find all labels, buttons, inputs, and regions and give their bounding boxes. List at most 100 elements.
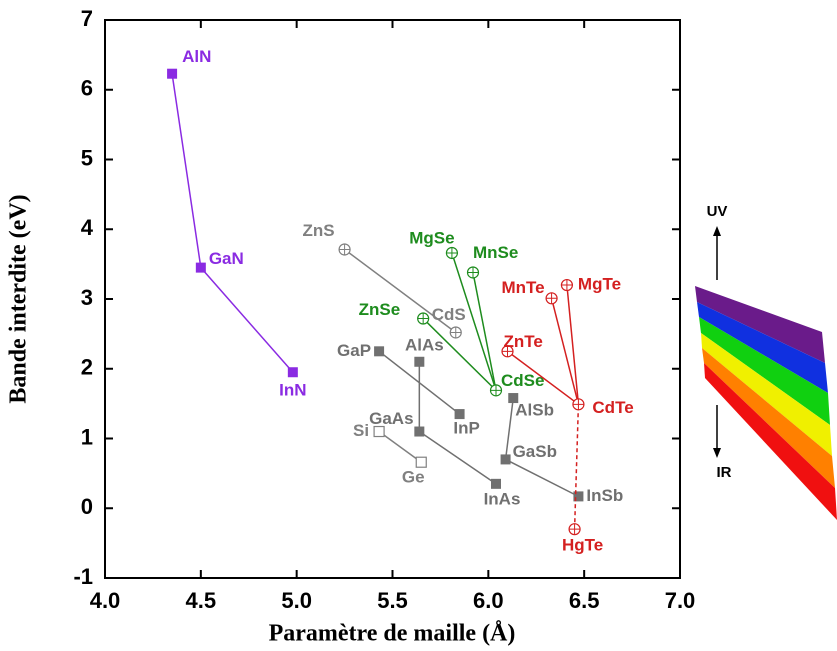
connector — [573, 404, 580, 530]
connector — [378, 430, 422, 463]
point-label: AlSb — [515, 401, 554, 420]
marker — [338, 243, 351, 256]
series: MgTe MnTe ZnTe HgTe CdTe — [501, 275, 634, 555]
marker — [466, 266, 480, 279]
x-axis-title: Paramètre de maille (Å) — [269, 621, 516, 647]
band-yellow — [701, 333, 832, 456]
y-tick-label: 3 — [81, 285, 93, 310]
marker — [560, 278, 574, 292]
marker — [501, 345, 514, 358]
marker — [454, 409, 465, 420]
marker — [568, 523, 581, 536]
connector — [472, 272, 497, 391]
band-violet — [695, 286, 825, 363]
marker-cross — [561, 279, 573, 291]
point-label: ZnSe — [359, 300, 401, 319]
connector — [171, 73, 294, 373]
marker — [489, 384, 503, 397]
marker — [445, 246, 459, 260]
point-label: InSb — [586, 486, 623, 505]
point-label: GaP — [337, 341, 371, 360]
marker — [545, 292, 558, 305]
series: AlSb GaSb InSb — [500, 393, 623, 505]
marker — [195, 262, 206, 273]
band-orange — [702, 348, 835, 488]
marker — [491, 478, 501, 489]
marker — [417, 312, 430, 325]
x-tick-label: 6.5 — [569, 588, 600, 613]
marker-cross — [446, 247, 458, 259]
marker — [572, 398, 585, 411]
marker — [449, 326, 462, 339]
marker-cross — [417, 313, 429, 325]
x-tick-label: 4.5 — [186, 588, 217, 613]
marker — [508, 393, 519, 404]
point-label: MgSe — [409, 228, 454, 247]
y-tick-label: 6 — [81, 76, 93, 101]
y-tick-label: 5 — [81, 145, 93, 170]
marker-cross — [502, 345, 513, 357]
marker-cross — [339, 243, 351, 255]
marker — [414, 356, 425, 367]
x-tick-label: 5.0 — [281, 588, 312, 613]
marker-cross — [467, 266, 479, 278]
point-label: MgTe — [578, 275, 621, 294]
point-label: Si — [353, 421, 369, 440]
marker — [500, 454, 511, 465]
spectrum-band — [695, 286, 837, 520]
series: AlN GaN InN — [167, 47, 307, 400]
point-label: InAs — [484, 489, 521, 508]
connector — [550, 298, 580, 405]
point-label: InP — [453, 419, 479, 438]
point-label: AlAs — [405, 335, 444, 354]
x-tick-label: 4.0 — [90, 588, 121, 613]
band-red — [704, 363, 837, 520]
marker — [573, 491, 584, 502]
y-tick-label: 2 — [81, 355, 93, 380]
series: Si Ge — [353, 421, 427, 487]
band-blue — [697, 302, 828, 393]
y-tick-label: -1 — [73, 564, 93, 589]
point-label: ZnTe — [504, 332, 543, 351]
y-tick-label: 4 — [81, 215, 94, 240]
connector — [344, 248, 457, 334]
marker-cross — [572, 398, 584, 410]
marker-cross — [546, 292, 558, 304]
point-label: CdS — [432, 305, 466, 324]
series: ZnS CdS — [302, 221, 466, 339]
series: ZnSe MgSe MnSe CdSe — [359, 228, 544, 397]
ir-arrow-head — [713, 448, 721, 458]
marker — [415, 456, 427, 468]
x-tick-label: 5.5 — [377, 588, 408, 613]
point-label: MnTe — [501, 278, 544, 297]
point-label: CdTe — [592, 398, 633, 417]
uv-label: UV — [707, 203, 728, 220]
y-tick-label: 0 — [81, 494, 93, 519]
connector — [422, 317, 497, 391]
connector — [566, 284, 580, 405]
x-tick-label: 6.0 — [473, 588, 504, 613]
y-tick-label: 1 — [81, 424, 93, 449]
y-axis-title: Bande interdite (eV) — [6, 194, 32, 403]
ir-label: IR — [717, 464, 732, 481]
point-label: GaN — [209, 249, 244, 268]
band-green — [699, 317, 830, 425]
point-label: AlN — [182, 47, 211, 66]
marker-cross — [490, 384, 502, 396]
marker-cross — [450, 326, 462, 338]
marker — [373, 425, 385, 438]
point-label: GaAs — [369, 409, 413, 428]
point-label: GaSb — [513, 442, 557, 461]
marker — [167, 68, 178, 79]
marker — [374, 346, 385, 357]
x-tick-label: 7.0 — [665, 588, 696, 613]
point-label: CdSe — [501, 371, 544, 390]
marker-cross — [569, 523, 581, 535]
point-label: MnSe — [473, 243, 518, 262]
point-label: HgTe — [562, 536, 603, 555]
series: AlAs GaAs InAs — [369, 335, 520, 508]
point-label: Ge — [402, 468, 425, 487]
y-tick-label: 7 — [81, 6, 93, 31]
connector — [451, 252, 497, 391]
